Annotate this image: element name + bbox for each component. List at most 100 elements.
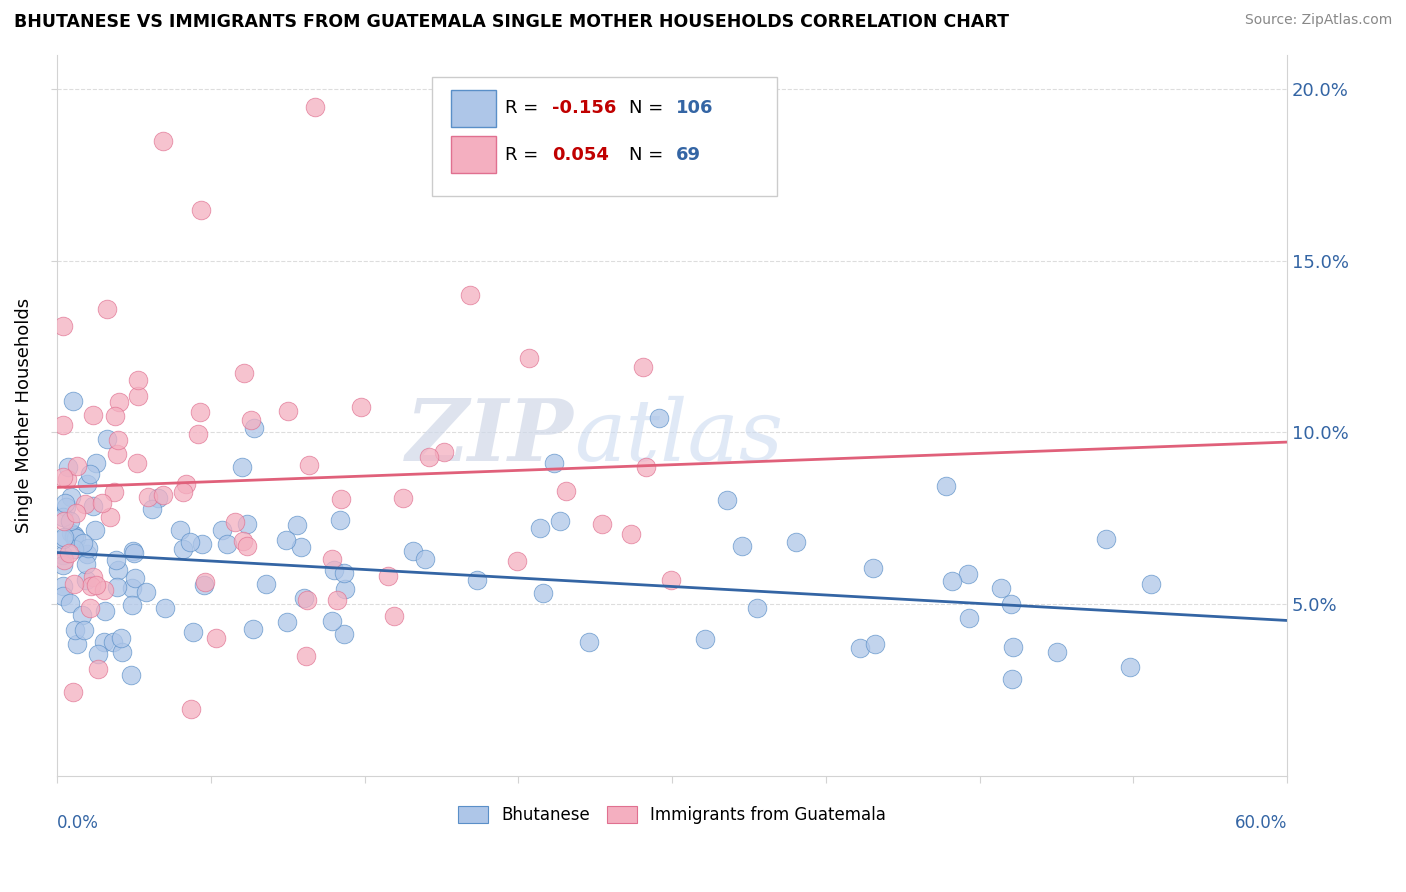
Point — [121, 598, 143, 612]
Point — [294, 648, 316, 663]
Point — [127, 456, 149, 470]
Point — [578, 635, 600, 649]
Point — [127, 373, 149, 387]
Point — [174, 476, 197, 491]
Point — [63, 542, 86, 557]
Point — [661, 573, 683, 587]
Point — [636, 459, 658, 474]
Point — [75, 573, 97, 587]
Point — [87, 662, 110, 676]
Point — [98, 509, 121, 524]
Point — [290, 541, 312, 555]
Text: 0.0%: 0.0% — [58, 814, 100, 832]
Point — [111, 645, 134, 659]
Point — [957, 566, 980, 581]
Point — [53, 553, 76, 567]
Point — [276, 533, 298, 547]
Text: R =: R = — [505, 99, 544, 118]
Point — [83, 523, 105, 537]
Point — [990, 581, 1012, 595]
Point — [104, 409, 127, 424]
Point — [285, 518, 308, 533]
Point — [75, 557, 97, 571]
Point — [935, 479, 957, 493]
Legend: Bhutanese, Immigrants from Guatemala: Bhutanese, Immigrants from Guatemala — [450, 797, 894, 832]
Point — [242, 623, 264, 637]
Point — [52, 417, 75, 432]
Point — [103, 635, 125, 649]
Point — [413, 551, 436, 566]
Point — [458, 287, 481, 301]
Point — [418, 450, 440, 464]
Point — [1001, 640, 1024, 655]
Point — [62, 528, 84, 542]
Point — [205, 632, 228, 646]
Point — [695, 632, 717, 646]
Point — [105, 553, 128, 567]
Point — [121, 543, 143, 558]
Point — [96, 432, 118, 446]
Point — [1000, 598, 1022, 612]
Point — [181, 625, 204, 640]
Point — [295, 593, 318, 607]
Point — [55, 472, 77, 486]
Point — [148, 491, 170, 506]
Point — [304, 100, 326, 114]
Point — [103, 485, 125, 500]
Point — [433, 444, 456, 458]
Point — [70, 608, 93, 623]
Point — [77, 541, 100, 555]
Point — [188, 405, 211, 419]
Point — [224, 515, 246, 529]
Point — [82, 408, 104, 422]
Point — [60, 490, 83, 504]
Point — [124, 571, 146, 585]
Point — [631, 359, 654, 374]
Point — [53, 514, 76, 528]
Point — [52, 470, 75, 484]
Point — [326, 593, 349, 607]
Point — [82, 500, 104, 514]
Point — [191, 537, 214, 551]
Point — [76, 547, 98, 561]
Point — [108, 395, 131, 409]
Point — [543, 456, 565, 470]
Point — [91, 496, 114, 510]
Point — [329, 512, 352, 526]
Point — [193, 578, 215, 592]
Point — [215, 537, 238, 551]
Point — [93, 635, 115, 649]
Point — [957, 611, 980, 625]
Text: atlas: atlas — [574, 395, 783, 478]
Point — [1046, 645, 1069, 659]
Point — [863, 637, 886, 651]
Point — [62, 394, 84, 409]
Point — [56, 459, 79, 474]
Point — [73, 624, 96, 638]
Point — [648, 410, 671, 425]
Point — [1094, 532, 1116, 546]
Point — [121, 581, 143, 595]
Point — [232, 533, 254, 548]
Point — [107, 433, 129, 447]
Point — [941, 574, 963, 588]
FancyBboxPatch shape — [433, 77, 776, 195]
Point — [862, 561, 884, 575]
Point — [169, 523, 191, 537]
Point — [58, 546, 80, 560]
Point — [179, 534, 201, 549]
Point — [235, 539, 257, 553]
Point — [79, 600, 101, 615]
Text: Source: ZipAtlas.com: Source: ZipAtlas.com — [1244, 13, 1392, 28]
Text: 106: 106 — [676, 99, 713, 118]
FancyBboxPatch shape — [451, 90, 496, 128]
Point — [240, 413, 263, 427]
Point — [107, 580, 129, 594]
Point — [382, 609, 405, 624]
FancyBboxPatch shape — [451, 136, 496, 173]
Point — [172, 485, 194, 500]
Text: 0.054: 0.054 — [551, 145, 609, 163]
Point — [330, 491, 353, 506]
Point — [84, 457, 107, 471]
Point — [52, 509, 75, 524]
